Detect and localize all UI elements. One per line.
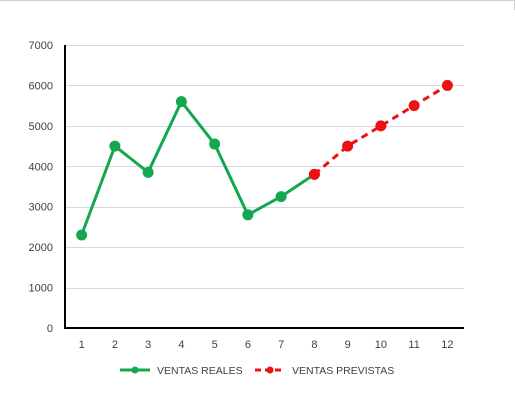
x-tick-label-5: 5	[212, 339, 218, 351]
data-point-ventas-reales-3	[142, 166, 154, 178]
x-tick-label-4: 4	[178, 339, 184, 351]
data-point-ventas-reales-1	[76, 229, 88, 241]
y-tick-label-3000: 3000	[29, 202, 53, 214]
data-point-ventas-reales-2	[109, 140, 121, 152]
axes	[64, 45, 464, 329]
series-ventas-previstas	[308, 79, 453, 180]
x-tick-label-8: 8	[311, 339, 317, 351]
x-tick-label-3: 3	[145, 339, 151, 351]
data-point-ventas-reales-4	[175, 96, 187, 108]
legend-label-ventas-reales: VENTAS REALES	[157, 365, 243, 377]
series-line-ventas-reales	[80, 100, 316, 237]
legend-marker-ventas-previstas	[266, 366, 274, 374]
x-tick-label-1: 1	[79, 339, 85, 351]
data-point-ventas-previstas-12	[441, 79, 453, 91]
data-point-ventas-reales-7	[275, 191, 287, 203]
legend-entry-ventas-previstas: VENTAS PREVISTAS	[255, 365, 394, 377]
data-point-ventas-reales-6	[242, 209, 254, 221]
x-tick-label-7: 7	[278, 339, 284, 351]
y-tick-label-6000: 6000	[29, 80, 53, 92]
legend: VENTAS REALES VENTAS PREVISTAS	[120, 365, 394, 377]
series	[76, 79, 453, 241]
data-point-ventas-previstas-8	[308, 168, 320, 180]
data-point-ventas-previstas-9	[342, 140, 354, 152]
top-border	[0, 0, 515, 1]
legend-entry-ventas-reales: VENTAS REALES	[120, 365, 243, 377]
gridlines	[65, 45, 464, 289]
series-ventas-reales	[76, 96, 320, 241]
y-tick-label-4000: 4000	[29, 161, 53, 173]
legend-marker-ventas-reales	[131, 366, 139, 374]
legend-label-ventas-previstas: VENTAS PREVISTAS	[292, 365, 394, 377]
x-tick-label-9: 9	[345, 339, 351, 351]
y-tick-label-0: 0	[47, 323, 53, 335]
y-tick-label-2000: 2000	[29, 242, 53, 254]
x-tick-label-2: 2	[112, 339, 118, 351]
y-tick-labels: 0 1000 2000 3000 4000 5000 6000 7000	[29, 40, 53, 335]
y-tick-label-7000: 7000	[29, 40, 53, 52]
data-point-ventas-previstas-11	[408, 100, 420, 112]
y-tick-label-5000: 5000	[29, 121, 53, 133]
x-tick-labels: 1 2 3 4 5 6 7 8 9 10 11 12	[79, 339, 454, 351]
x-tick-label-11: 11	[408, 339, 419, 351]
x-tick-label-12: 12	[441, 339, 453, 351]
x-tick-label-10: 10	[375, 339, 387, 351]
data-point-ventas-reales-5	[209, 138, 221, 150]
y-tick-label-1000: 1000	[29, 283, 53, 295]
x-tick-label-6: 6	[245, 339, 251, 351]
series-line-ventas-previstas	[313, 84, 449, 176]
data-point-ventas-previstas-10	[375, 120, 387, 132]
